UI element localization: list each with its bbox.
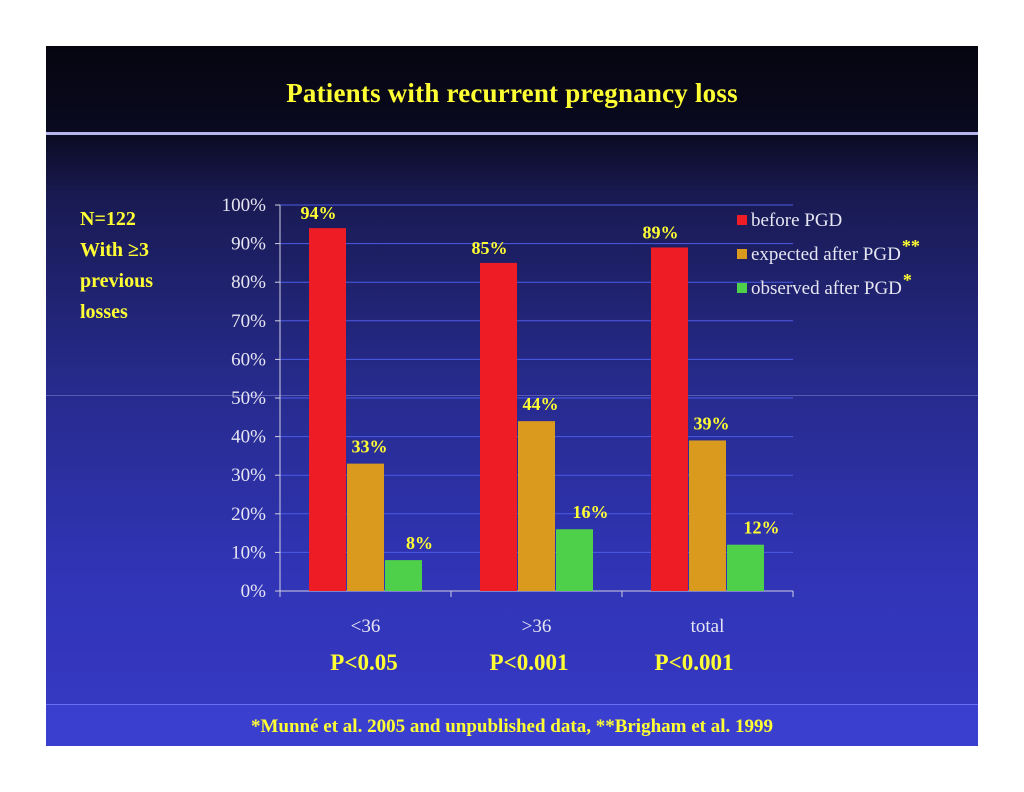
bar [518, 421, 555, 591]
legend-label: observed after PGD [751, 278, 902, 299]
data-label: 8% [406, 533, 433, 553]
bar-chart: 0% 10% 20% 30% 40% 50% 60% 70% 80% 90% 100% <36 94% 3… [222, 195, 920, 637]
bar [556, 529, 593, 591]
title-divider [46, 132, 978, 135]
y-tick-label: 40% [231, 427, 266, 448]
data-label: 89% [643, 222, 679, 242]
legend-footnote-mark: * [903, 270, 912, 290]
y-tick-label: 50% [231, 388, 266, 409]
note-line-losses: losses [80, 301, 128, 323]
pvalue-gt36: P<0.001 [489, 650, 569, 675]
bar [385, 560, 422, 591]
slide-title: Patients with recurrent pregnancy loss [286, 78, 738, 108]
note-line-with: With ≥3 [80, 239, 149, 261]
bar [651, 247, 688, 591]
legend-label: expected after PGD [751, 244, 901, 265]
legend-label: before PGD [751, 210, 842, 231]
sample-note: N=122 With ≥3 previous losses [80, 204, 153, 328]
legend-swatch [737, 215, 747, 225]
y-tick-label: 80% [231, 272, 266, 293]
y-tick-label: 20% [231, 504, 266, 525]
data-label: 39% [694, 413, 730, 433]
y-tick-label: 100% [222, 195, 267, 216]
pvalue-lt36: P<0.05 [330, 650, 398, 675]
data-label: 94% [301, 203, 337, 223]
footer-band [46, 704, 978, 746]
pvalue-total: P<0.001 [654, 650, 734, 675]
note-line-n: N=122 [80, 208, 136, 230]
y-tick-label: 60% [231, 349, 266, 370]
y-tick-label: 0% [241, 581, 267, 602]
bar [347, 463, 384, 591]
bar [727, 544, 764, 591]
bar [689, 440, 726, 591]
data-label: 16% [573, 502, 609, 522]
x-category-label: <36 [351, 616, 381, 637]
x-category-label: >36 [522, 616, 552, 637]
x-category-label: total [691, 616, 725, 637]
bar [480, 262, 517, 591]
slide: Patients with recurrent pregnancy loss N… [46, 46, 978, 746]
legend-swatch [737, 249, 747, 259]
note-line-previous: previous [80, 270, 153, 292]
data-label: 44% [523, 394, 559, 414]
data-label: 85% [472, 238, 508, 258]
footer-citation: *Munné et al. 2005 and unpublished data,… [250, 716, 774, 737]
legend-swatch [737, 283, 747, 293]
bar [309, 228, 346, 591]
data-label: 33% [352, 437, 388, 457]
data-label: 12% [744, 518, 780, 538]
y-tick-label: 70% [231, 311, 266, 332]
y-tick-label: 90% [231, 234, 266, 255]
y-tick-label: 30% [231, 465, 266, 486]
y-tick-label: 10% [231, 542, 266, 563]
legend-footnote-mark: ** [902, 236, 920, 256]
